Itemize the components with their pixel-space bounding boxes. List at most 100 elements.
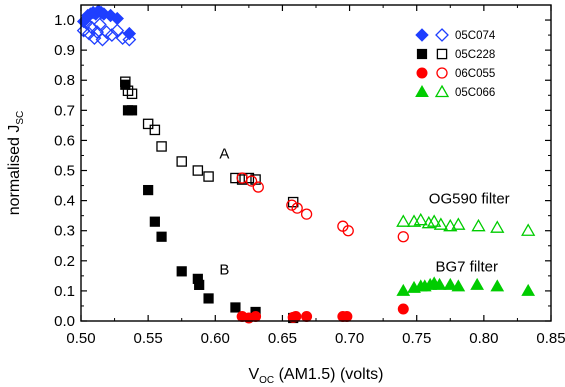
legend-label: 05C228: [455, 49, 495, 61]
data-point-open: [396, 214, 411, 227]
legend-label: 05C074: [455, 30, 496, 42]
data-point-open: [397, 231, 409, 243]
legend-label: 06C055: [455, 68, 495, 80]
legend-marker-filled: [415, 28, 429, 42]
y-tick-label: 0.8: [54, 72, 75, 89]
x-tick-label: 0.75: [402, 330, 431, 347]
x-axis-label: VOC (AM1.5) (volts): [248, 366, 383, 386]
y-tick-label: 0.2: [54, 253, 75, 270]
data-point-filled: [176, 266, 187, 277]
legend-item: 05C066: [415, 84, 495, 99]
x-axis-label-subscript: OC: [259, 375, 274, 386]
data-point-open: [104, 28, 119, 43]
legend-marker-open: [435, 28, 449, 42]
y-tick-label: 0.1: [54, 283, 75, 300]
data-point-filled: [203, 293, 214, 304]
series-06C055: [236, 172, 409, 324]
data-point-open: [122, 32, 137, 47]
legend: 05C074 05C228 06C055 05C066: [415, 28, 496, 99]
data-point-filled: [451, 279, 466, 292]
legend-item: 05C074: [415, 28, 496, 42]
x-tick-label: 0.60: [201, 330, 230, 347]
y-tick-label: 0.7: [54, 102, 75, 119]
data-point-filled: [432, 277, 447, 290]
data-point-open: [176, 156, 187, 167]
data-point-filled: [301, 310, 313, 322]
x-tick-label: 0.80: [469, 330, 498, 347]
data-point-filled: [341, 310, 353, 322]
data-point-open: [243, 172, 255, 184]
legend-item: 06C055: [416, 67, 495, 80]
data-point-open: [203, 171, 214, 182]
data-points: [76, 4, 536, 324]
series-05C074: [76, 4, 137, 47]
y-axis-label-main: normalised J: [6, 125, 23, 216]
data-point-filled: [521, 283, 536, 296]
legend-marker-open: [436, 67, 448, 79]
data-point-filled: [470, 277, 485, 290]
data-point-filled: [230, 302, 241, 313]
y-tick-label: 0.3: [54, 223, 75, 240]
y-tick-label: 0.6: [54, 132, 75, 149]
data-point-open: [521, 223, 536, 236]
legend-item: 05C228: [416, 48, 495, 61]
data-point-filled: [143, 184, 154, 196]
data-point-filled: [120, 79, 131, 90]
plot-frame: [80, 4, 552, 322]
annotation-label: BG7 filter: [436, 258, 499, 275]
data-point-open: [92, 17, 107, 32]
legend-label: 05C066: [455, 87, 495, 99]
data-point-filled: [122, 26, 137, 41]
data-point-open: [433, 217, 449, 230]
data-point-filled: [490, 279, 505, 292]
annotation-label: A: [219, 145, 229, 162]
data-point-filled: [110, 11, 124, 26]
data-point-open: [490, 220, 505, 233]
y-tick-label: 0.4: [54, 193, 75, 210]
data-point-filled: [194, 279, 205, 290]
y-tick-label: 1.0: [54, 12, 75, 29]
y-tick-label: 0.9: [54, 42, 75, 59]
series-05C066: [396, 212, 536, 296]
data-point-filled: [250, 310, 262, 322]
data-point-open: [252, 181, 264, 193]
data-point-filled: [149, 216, 160, 227]
y-tick-label: 0.0: [54, 313, 75, 330]
x-axis-label-rest: (AM1.5) (volts): [274, 366, 383, 383]
data-point-filled: [290, 310, 302, 322]
data-point-open: [142, 118, 154, 130]
data-point-filled: [126, 105, 138, 116]
data-point-open: [451, 217, 466, 230]
data-point-open: [192, 165, 204, 176]
data-point-open: [149, 124, 161, 136]
data-point-open: [245, 175, 258, 187]
annotations: A B OG590 filter BG7 filter: [219, 145, 509, 278]
data-point-filled: [396, 283, 411, 296]
x-tick-label: 0.65: [268, 330, 297, 347]
data-point-open: [126, 88, 138, 100]
data-point-open: [421, 215, 436, 229]
legend-marker-open: [434, 84, 450, 98]
data-point-open: [300, 208, 313, 220]
legend-marker-open: [436, 48, 448, 60]
data-point-open: [342, 225, 354, 237]
x-tick-label: 0.50: [66, 330, 95, 347]
data-point-open: [471, 218, 486, 232]
data-point-open: [156, 141, 167, 152]
data-point-filled: [443, 277, 458, 290]
x-axis-label-main: V: [248, 366, 259, 383]
data-point-open: [230, 172, 241, 184]
legend-marker-filled: [416, 67, 428, 79]
data-point-filled: [397, 303, 409, 315]
annotation-label: B: [219, 261, 229, 278]
data-point-open: [286, 199, 298, 211]
data-point-open: [413, 212, 428, 226]
data-point-open: [443, 218, 458, 232]
x-tick-label: 0.70: [335, 330, 364, 347]
legend-marker-filled: [415, 84, 429, 97]
series-05C228: [120, 76, 299, 324]
legend-marker-filled: [416, 48, 428, 60]
x-tick-label: 0.55: [134, 330, 163, 347]
tick-labels: 0.50 0.55 0.60 0.65 0.70 0.75 0.80 0.85 0.0 0.1 0.…: [54, 12, 565, 347]
